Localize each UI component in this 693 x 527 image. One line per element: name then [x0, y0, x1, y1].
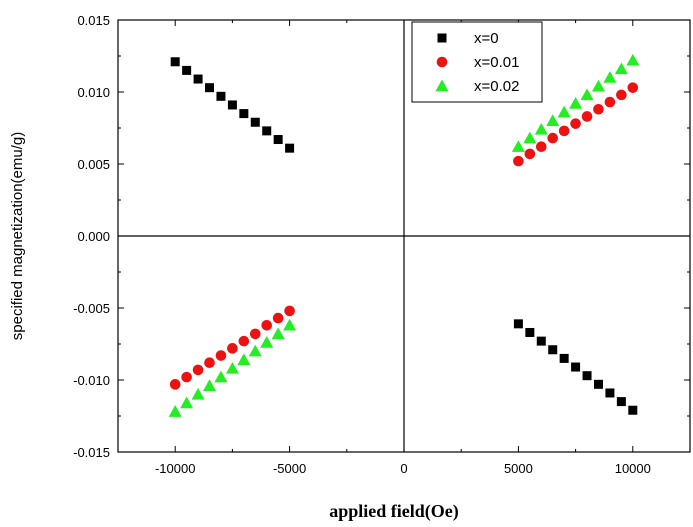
data-point: [603, 71, 617, 83]
y-axis-title: specified magnetization(emu/g): [9, 132, 26, 340]
data-point: [170, 57, 180, 67]
legend-marker: [435, 79, 449, 92]
data-point: [513, 155, 524, 167]
x-axis-ticks: -10000 -5000 0 5000 10000: [117, 20, 691, 476]
legend-label: x=0.01: [474, 54, 519, 71]
data-point: [205, 83, 215, 93]
data-point: [513, 319, 523, 329]
data-point: [237, 353, 251, 366]
data-point: [604, 96, 616, 108]
data-point: [548, 345, 558, 355]
y-tick-label: 0.015: [77, 13, 110, 28]
data-point: [203, 379, 217, 391]
x-axis-title: applied field(Oe): [329, 501, 459, 522]
data-point: [283, 318, 297, 331]
data-point: [605, 388, 615, 398]
data-markers: [168, 53, 640, 417]
x-tick-label: 10000: [615, 461, 651, 476]
data-point: [559, 353, 569, 363]
y-tick-label: -0.005: [73, 301, 110, 316]
y-tick-label: -0.015: [73, 445, 110, 460]
data-point: [227, 100, 237, 110]
legend: x=0 x=0.01 x=0.02: [411, 21, 543, 103]
data-point: [581, 111, 593, 122]
data-point: [616, 89, 627, 101]
legend-marker: [436, 56, 448, 68]
data-point: [261, 319, 273, 331]
x-tick-label: 0: [400, 461, 407, 476]
data-point: [182, 65, 192, 75]
data-point: [547, 132, 559, 144]
data-point: [511, 140, 525, 152]
data-point: [523, 131, 537, 144]
data-point: [260, 336, 274, 348]
legend-label: x=0.02: [474, 78, 519, 95]
data-point: [225, 361, 239, 374]
data-point: [284, 305, 295, 317]
data-point: [169, 379, 181, 390]
zero-lines: [118, 20, 690, 452]
x-tick-label: -5000: [273, 461, 306, 476]
data-point: [591, 79, 605, 92]
x-tick-label: -10000: [155, 461, 195, 476]
data-point: [239, 109, 249, 119]
data-point: [216, 91, 226, 101]
data-point: [271, 327, 285, 340]
y-tick-label: 0.005: [77, 157, 110, 172]
data-point: [192, 364, 204, 376]
y-axis-ticks: -0.015 -0.010 -0.005 0.000 0.005 0.010 0.015: [73, 13, 690, 460]
data-point: [168, 405, 182, 417]
data-point: [181, 371, 192, 383]
data-point: [204, 357, 215, 369]
data-point: [272, 312, 284, 324]
data-point: [262, 126, 272, 136]
data-point: [285, 143, 295, 153]
data-point: [180, 396, 194, 409]
data-point: [628, 405, 638, 415]
data-point: [535, 141, 547, 153]
data-point: [570, 118, 581, 129]
data-point: [249, 328, 261, 340]
data-point: [616, 397, 626, 407]
data-point: [582, 371, 592, 381]
data-point: [524, 148, 536, 160]
data-point: [191, 387, 205, 400]
data-point: [557, 105, 571, 118]
data-point: [593, 103, 604, 115]
legend-marker: [437, 33, 447, 43]
data-point: [546, 114, 560, 126]
data-point: [569, 97, 583, 109]
data-point: [571, 362, 581, 372]
series-2: [169, 82, 639, 390]
data-point: [580, 88, 594, 101]
data-point: [248, 344, 262, 357]
legend-label: x=0: [474, 30, 499, 47]
data-point: [627, 82, 639, 93]
data-point: [534, 122, 548, 135]
series-1: [170, 57, 638, 415]
data-point: [536, 336, 546, 346]
data-point: [626, 53, 640, 66]
data-point: [250, 117, 260, 127]
legend-box: [411, 21, 543, 103]
data-point: [214, 370, 228, 383]
data-point: [273, 135, 283, 145]
data-point: [193, 74, 203, 84]
series-3: [168, 53, 640, 417]
x-tick-label: 5000: [504, 461, 533, 476]
y-tick-label: -0.010: [73, 373, 110, 388]
data-point: [227, 343, 238, 354]
data-point: [215, 350, 227, 361]
data-point: [558, 125, 570, 137]
y-tick-label: 0.010: [77, 85, 110, 100]
y-tick-label: 0.000: [77, 229, 110, 244]
data-point: [525, 327, 535, 337]
data-point: [614, 62, 628, 75]
data-point: [593, 379, 603, 389]
data-point: [238, 335, 250, 347]
